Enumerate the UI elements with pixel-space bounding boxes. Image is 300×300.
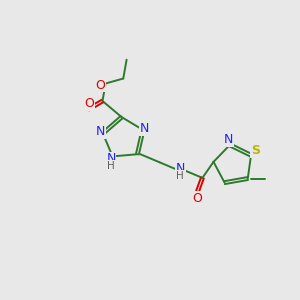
Text: N: N xyxy=(106,152,116,165)
Text: H: H xyxy=(107,161,115,171)
Text: N: N xyxy=(224,133,233,146)
Text: O: O xyxy=(95,79,105,92)
Text: N: N xyxy=(96,125,105,139)
Text: O: O xyxy=(192,192,202,205)
Text: O: O xyxy=(84,97,94,110)
Text: H: H xyxy=(176,171,184,181)
Text: N: N xyxy=(140,122,149,135)
Text: N: N xyxy=(176,162,185,175)
Text: S: S xyxy=(251,144,260,157)
